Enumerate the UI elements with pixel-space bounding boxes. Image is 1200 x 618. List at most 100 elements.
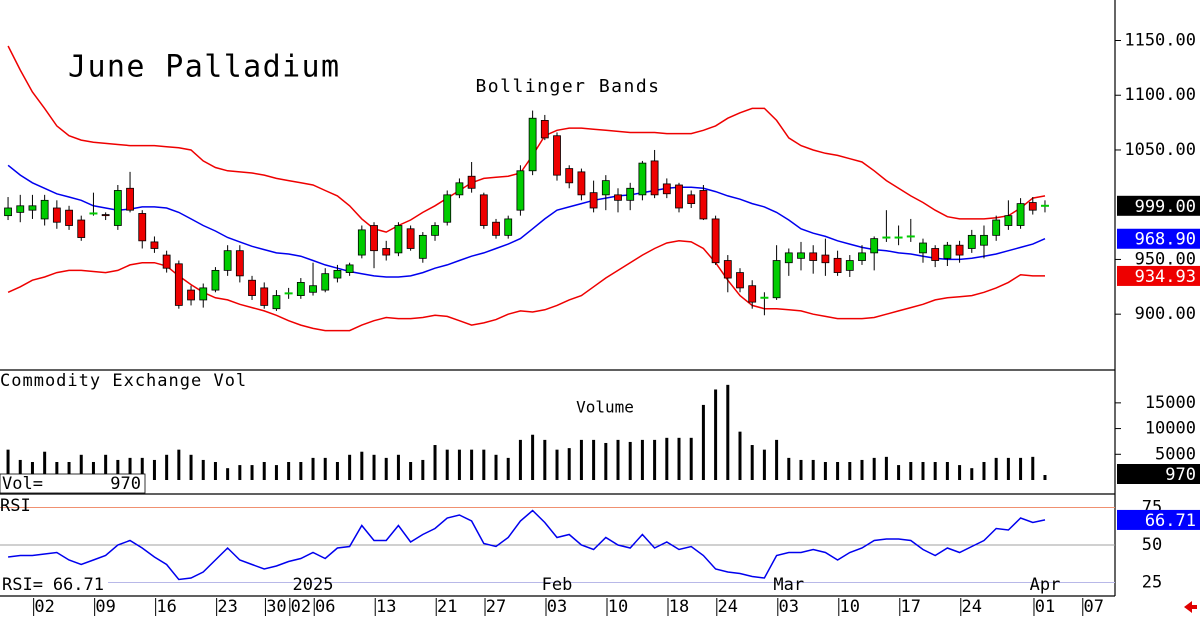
volume-bar xyxy=(250,465,254,480)
volume-bar xyxy=(714,389,718,480)
scroll-arrow[interactable] xyxy=(1184,601,1197,613)
candle-body xyxy=(77,219,86,238)
volume-bar xyxy=(238,465,242,480)
volume-bar xyxy=(177,449,181,480)
x-tick-label: 07 xyxy=(1084,597,1104,617)
x-tick-label: 03 xyxy=(779,597,799,617)
month-label: 2025 xyxy=(293,575,334,595)
month-label: Mar xyxy=(773,575,804,595)
volume-bar xyxy=(494,454,498,480)
volume-bar xyxy=(799,459,803,480)
candle-body xyxy=(614,194,622,201)
y-tick-label: 1100.00 xyxy=(1124,85,1196,105)
candle-body xyxy=(345,264,354,273)
volume-bar xyxy=(689,437,693,480)
candle-body xyxy=(723,260,732,279)
volume-bar xyxy=(653,439,657,480)
volume-bar xyxy=(18,459,22,480)
candle-body xyxy=(16,205,25,213)
x-tick-label: 09 xyxy=(95,597,115,617)
volume-bar xyxy=(884,456,888,480)
volume-bar xyxy=(543,439,547,480)
volume-bar xyxy=(531,434,535,480)
x-tick-label: 02 xyxy=(291,597,311,617)
volume-bar xyxy=(470,449,474,480)
candle-body xyxy=(980,234,988,246)
y-tick-label: 25 xyxy=(1142,573,1162,593)
volume-bar xyxy=(140,457,144,480)
candle-body xyxy=(748,285,757,303)
candle-body xyxy=(931,248,940,261)
volume-bar xyxy=(750,445,754,480)
volume-bar xyxy=(775,439,779,480)
y-tick-label: 1050.00 xyxy=(1124,140,1196,160)
candle-body xyxy=(772,260,781,299)
candle-body xyxy=(382,248,391,256)
volume-bar xyxy=(945,462,949,480)
rsi-line xyxy=(8,509,1046,581)
volume-bar xyxy=(116,459,120,480)
candle-body xyxy=(833,257,842,273)
volume-bar xyxy=(409,462,413,480)
volume-bar xyxy=(1019,457,1023,480)
candle-body xyxy=(272,295,281,310)
volume-bar xyxy=(79,454,83,480)
candle-body xyxy=(235,250,244,277)
volume-bar xyxy=(872,457,876,480)
y-tick-label: 900.00 xyxy=(1135,304,1196,324)
candle-body xyxy=(943,244,952,259)
x-tick-label: 10 xyxy=(840,597,860,617)
volume-bar xyxy=(701,404,705,480)
volume-bar xyxy=(579,439,583,480)
x-tick-label: 16 xyxy=(156,597,176,617)
candle-body xyxy=(65,209,73,226)
x-tick-label: 02 xyxy=(34,597,54,617)
candle-body xyxy=(553,135,561,176)
volume-bar xyxy=(55,462,59,480)
volume-bar xyxy=(848,462,852,480)
readout-label: RSI= xyxy=(2,575,43,595)
volume-bar xyxy=(226,468,230,480)
volume-bar xyxy=(921,462,925,480)
volume-bar xyxy=(335,462,339,480)
candle-body xyxy=(540,120,549,139)
volume-bar xyxy=(592,439,596,480)
volume-bar xyxy=(1043,475,1047,480)
candle-body xyxy=(1004,215,1013,226)
volume-bar xyxy=(104,454,108,480)
volume-bar xyxy=(909,462,913,480)
candle-body xyxy=(333,269,342,279)
volume-bar xyxy=(640,439,644,480)
panel-title: Volume xyxy=(576,398,634,417)
volume-bar xyxy=(518,439,522,480)
last-value-box xyxy=(1117,265,1200,286)
last-value-label: 66.71 xyxy=(1145,511,1196,531)
candle-body xyxy=(174,263,183,306)
candle-body xyxy=(443,194,452,223)
x-tick-label: 27 xyxy=(486,597,506,617)
candle-body xyxy=(211,269,220,291)
volume-bar xyxy=(823,462,827,480)
candle-body xyxy=(479,194,488,226)
bollinger-band xyxy=(7,45,1046,233)
volume-bar xyxy=(726,384,730,480)
x-tick-label: 01 xyxy=(1035,597,1055,617)
volume-bar xyxy=(1031,456,1035,480)
candle-body xyxy=(370,225,378,252)
y-tick-label: 950.00 xyxy=(1135,249,1196,269)
volume-bar xyxy=(933,462,937,480)
candle-body xyxy=(296,282,305,296)
candle-body xyxy=(199,287,208,301)
volume-bar xyxy=(128,457,132,480)
candle-body xyxy=(138,213,147,242)
candle-body xyxy=(52,207,61,223)
volume-bar xyxy=(555,449,559,480)
x-tick-label: 18 xyxy=(669,597,689,617)
volume-bar xyxy=(348,454,352,480)
readout-value: 970 xyxy=(110,474,141,494)
candle-body xyxy=(187,289,195,301)
x-tick-label: 17 xyxy=(901,597,921,617)
candle-body xyxy=(4,207,12,217)
x-tick-label: 03 xyxy=(547,597,567,617)
